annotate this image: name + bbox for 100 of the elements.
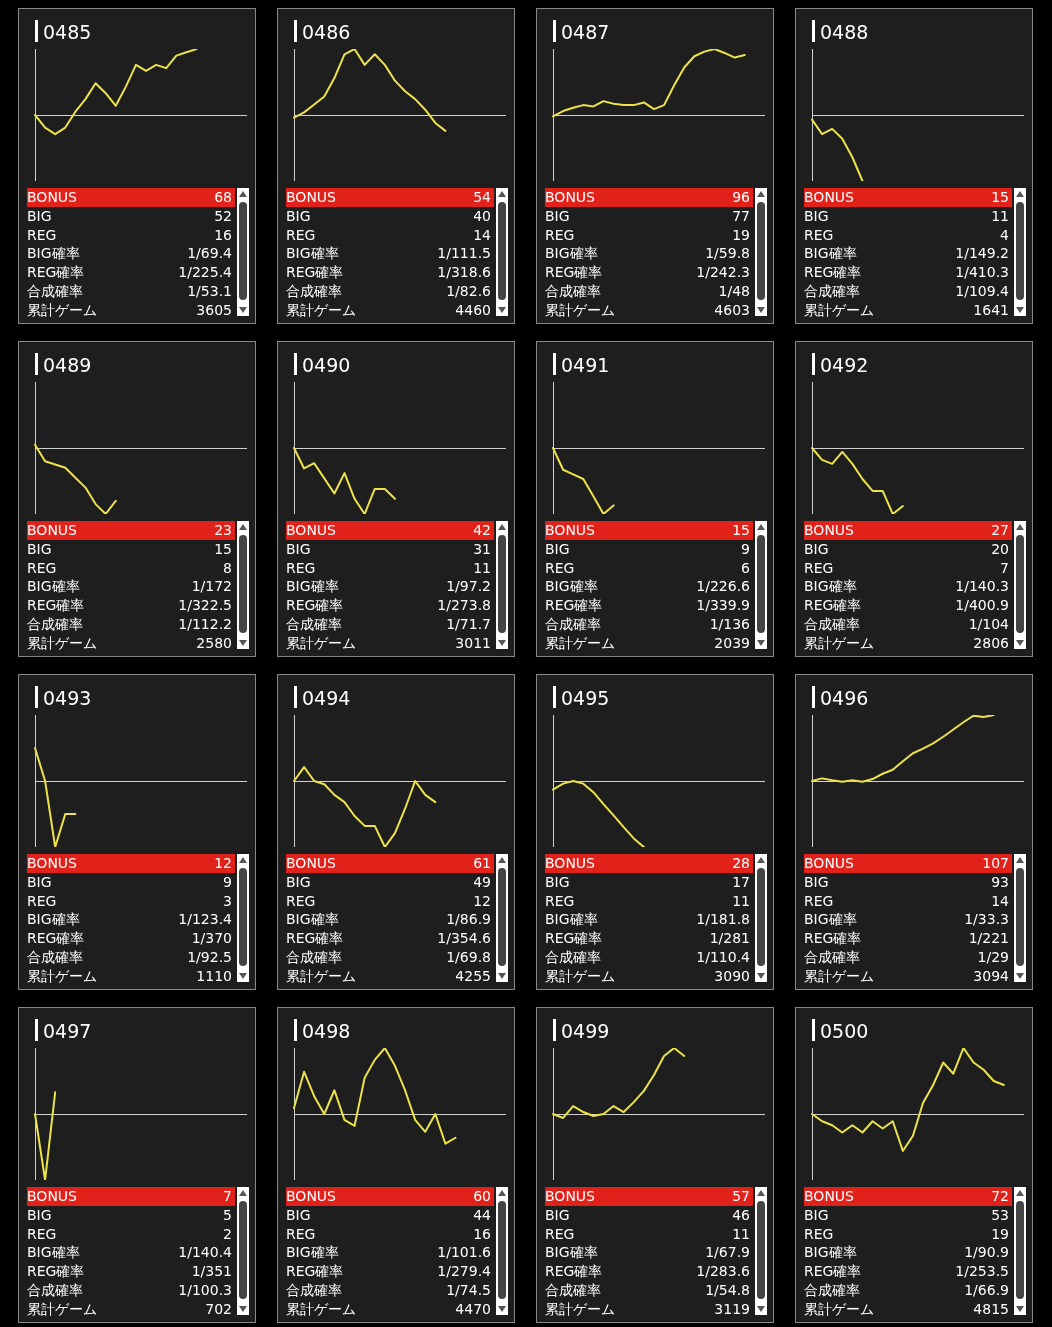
- text: 1/101.6: [437, 1243, 491, 1263]
- text: 累計ゲーム: [286, 966, 356, 986]
- text: 合成確率: [804, 1281, 860, 1300]
- text: BONUS: [804, 188, 854, 207]
- text: 1/92.5: [187, 948, 232, 967]
- text: REG: [27, 225, 57, 245]
- text: REG: [804, 225, 834, 245]
- text: 1/90.9: [964, 1243, 1009, 1263]
- text: 1/54.8: [705, 1281, 750, 1300]
- text: 8: [223, 558, 232, 578]
- text: REG確率: [545, 929, 603, 948]
- text: 1/410.3: [955, 263, 1009, 282]
- text: BIG確率: [286, 577, 339, 597]
- text: 累計ゲーム: [27, 300, 97, 320]
- text: 合成確率: [804, 948, 860, 967]
- text: 20: [991, 539, 1009, 559]
- text: 2806: [973, 633, 1009, 653]
- text: REG確率: [286, 929, 344, 948]
- chart-title: 0487: [561, 20, 610, 45]
- text: REG確率: [286, 596, 344, 615]
- chart-title: 0495: [561, 686, 610, 711]
- text: 1/318.6: [437, 263, 491, 282]
- text: 累計ゲーム: [804, 966, 874, 986]
- text: 14: [991, 891, 1009, 911]
- text: 7: [1000, 558, 1009, 578]
- text: REG: [286, 891, 316, 911]
- text: 合成確率: [27, 948, 83, 967]
- chart-title: 0498: [302, 1019, 351, 1044]
- text: BIG確率: [804, 244, 857, 264]
- text: BONUS: [27, 521, 77, 540]
- text: 1/48: [718, 282, 750, 301]
- text: BIG確率: [545, 910, 598, 930]
- chart-title: 0488: [820, 20, 869, 45]
- text: 1/253.5: [955, 1262, 1009, 1281]
- text: 1/283.6: [696, 1262, 750, 1281]
- text: 14: [473, 225, 491, 245]
- text: REG確率: [545, 1262, 603, 1281]
- text: 累計ゲーム: [804, 633, 874, 653]
- text: 46: [732, 1205, 750, 1225]
- text: 2580: [196, 633, 232, 653]
- text: 7: [223, 1187, 232, 1206]
- text: 60: [473, 1187, 491, 1206]
- text: 1/140.3: [955, 577, 1009, 597]
- text: 23: [214, 521, 232, 540]
- text: 4470: [455, 1299, 491, 1319]
- text: 1/104: [968, 615, 1009, 634]
- text: BIG: [286, 206, 311, 226]
- text: 57: [732, 1187, 750, 1206]
- text: 3090: [714, 966, 750, 986]
- text: BIG確率: [545, 244, 598, 264]
- text: 52: [214, 206, 232, 226]
- text: 702: [205, 1299, 232, 1319]
- text: 68: [214, 188, 232, 207]
- text: BIG: [27, 1205, 52, 1225]
- text: 累計ゲーム: [286, 633, 356, 653]
- text: 28: [732, 854, 750, 873]
- text: 合成確率: [27, 1281, 83, 1300]
- text: 16: [214, 225, 232, 245]
- chart-title: 0492: [820, 353, 869, 378]
- text: BIG: [545, 206, 570, 226]
- text: BONUS: [545, 188, 595, 207]
- text: BIG: [545, 872, 570, 892]
- text: BIG: [804, 539, 829, 559]
- text: 11: [732, 1224, 750, 1244]
- text: 4255: [455, 966, 491, 986]
- text: BIG: [27, 206, 52, 226]
- text: 31: [473, 539, 491, 559]
- text: 合成確率: [286, 282, 342, 301]
- text: BIG: [545, 539, 570, 559]
- text: REG: [545, 225, 575, 245]
- text: 107: [982, 854, 1009, 873]
- text: 9: [741, 539, 750, 559]
- text: 1/351: [191, 1262, 232, 1281]
- text: 累計ゲーム: [545, 300, 615, 320]
- text: REG: [27, 891, 57, 911]
- text: 1/29: [977, 948, 1009, 967]
- text: 11: [991, 206, 1009, 226]
- text: 1/140.4: [178, 1243, 232, 1263]
- text: 合成確率: [545, 615, 601, 634]
- text: REG: [286, 558, 316, 578]
- text: 累計ゲーム: [545, 1299, 615, 1319]
- text: 1/111.5: [437, 244, 491, 264]
- chart-title: 0486: [302, 20, 351, 45]
- text: BONUS: [804, 521, 854, 540]
- text: 1/97.2: [446, 577, 491, 597]
- text: 1/67.9: [705, 1243, 750, 1263]
- text: 合成確率: [286, 948, 342, 967]
- text: REG: [545, 558, 575, 578]
- text: REG確率: [27, 929, 85, 948]
- text: 3: [223, 891, 232, 911]
- text: 4603: [714, 300, 750, 320]
- text: BIG確率: [286, 1243, 339, 1263]
- text: 11: [473, 558, 491, 578]
- text: 15: [991, 188, 1009, 207]
- text: 1/339.9: [696, 596, 750, 615]
- text: BONUS: [27, 1187, 77, 1206]
- text: 1/322.5: [178, 596, 232, 615]
- text: 4815: [973, 1299, 1009, 1319]
- text: BIG: [545, 1205, 570, 1225]
- text: 93: [991, 872, 1009, 892]
